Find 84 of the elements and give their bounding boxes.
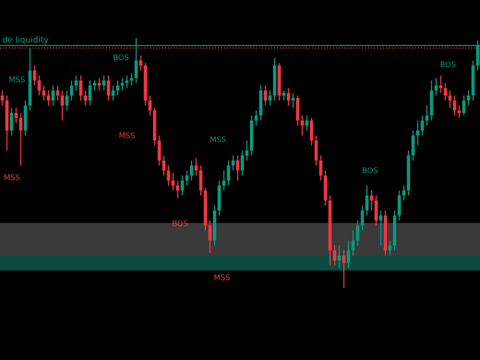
ref-line-label: de liquidity bbox=[2, 36, 48, 44]
candlestick bbox=[60, 90, 64, 122]
candlestick bbox=[226, 160, 230, 186]
candlestick bbox=[388, 240, 392, 256]
candlestick bbox=[208, 220, 212, 254]
candlestick bbox=[38, 74, 41, 96]
candlestick bbox=[46, 90, 50, 106]
candlestick bbox=[79, 74, 82, 102]
candlestick bbox=[93, 80, 96, 92]
candlestick bbox=[176, 180, 180, 199]
candlestick bbox=[360, 204, 364, 232]
candlestick bbox=[462, 94, 466, 116]
candlestick bbox=[453, 94, 456, 116]
candlestick bbox=[139, 54, 142, 72]
candlestick bbox=[42, 84, 46, 102]
candlestick bbox=[296, 94, 300, 126]
candlestick bbox=[416, 120, 420, 146]
candlestick bbox=[342, 250, 346, 289]
candlestick bbox=[19, 112, 22, 166]
candlestick bbox=[116, 80, 120, 96]
candlestick bbox=[305, 114, 309, 132]
candlestick bbox=[236, 154, 240, 182]
candlestick bbox=[458, 104, 461, 119]
candlestick bbox=[314, 134, 318, 166]
candlestick bbox=[282, 90, 286, 102]
candlestick bbox=[444, 82, 447, 102]
candlestick bbox=[65, 90, 69, 112]
candlestick bbox=[411, 130, 415, 162]
candlestick bbox=[199, 164, 202, 196]
candlestick bbox=[379, 210, 382, 246]
candlestick bbox=[351, 230, 355, 256]
candlestick bbox=[240, 150, 244, 176]
candlestick bbox=[466, 90, 470, 106]
candlestick bbox=[402, 184, 406, 202]
candlestick bbox=[56, 84, 60, 102]
candlestick bbox=[346, 240, 350, 269]
candlestick bbox=[51, 84, 55, 106]
candlestick bbox=[245, 140, 249, 162]
candlestick bbox=[194, 157, 198, 176]
candlestick bbox=[420, 114, 424, 136]
candlestick bbox=[74, 74, 78, 92]
candlestick bbox=[310, 117, 314, 146]
candlestick bbox=[185, 170, 189, 186]
candlestick bbox=[222, 170, 226, 192]
candlestick bbox=[231, 154, 235, 172]
candlestick bbox=[180, 174, 184, 196]
candlestick bbox=[171, 172, 175, 192]
candlestick bbox=[190, 160, 194, 182]
candlestick bbox=[300, 114, 304, 136]
candlestick bbox=[158, 134, 161, 166]
candlestick bbox=[264, 84, 267, 106]
candlestick bbox=[434, 77, 438, 96]
candlestick bbox=[374, 194, 378, 226]
candlestick bbox=[254, 110, 258, 126]
candlestick bbox=[338, 244, 341, 269]
candlestick bbox=[33, 64, 36, 86]
candlestick bbox=[84, 90, 87, 106]
candlestick bbox=[111, 84, 115, 102]
candlestick bbox=[0, 90, 4, 106]
candlestick bbox=[291, 92, 295, 109]
candlestick bbox=[370, 190, 374, 212]
candlestick bbox=[14, 107, 18, 124]
candlestick bbox=[10, 107, 14, 136]
candlestick bbox=[130, 72, 134, 86]
candlestick bbox=[319, 154, 322, 182]
candlestick bbox=[106, 74, 110, 102]
candlestick bbox=[398, 190, 401, 222]
candlestick bbox=[286, 87, 290, 106]
candlestick bbox=[120, 77, 124, 92]
candlestick bbox=[166, 164, 170, 186]
candlestick bbox=[125, 74, 129, 89]
candlestick bbox=[356, 220, 360, 246]
candlestick bbox=[365, 184, 369, 216]
candlestick bbox=[448, 90, 452, 109]
candlestick bbox=[162, 154, 166, 176]
candlestick bbox=[102, 74, 106, 92]
candlestick bbox=[70, 80, 74, 102]
candlestick bbox=[425, 104, 429, 126]
candlestick bbox=[88, 80, 92, 106]
candlestick bbox=[98, 77, 101, 92]
candlestick bbox=[268, 90, 272, 106]
candlestick bbox=[439, 74, 442, 94]
candlestick bbox=[333, 244, 336, 266]
candlestick bbox=[148, 94, 152, 116]
